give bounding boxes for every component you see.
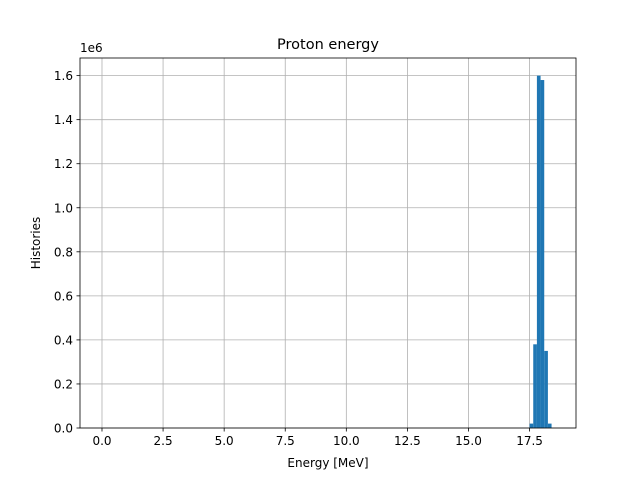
x-tick-label: 17.5: [516, 434, 543, 448]
histogram-bar: [536, 75, 541, 428]
plot-frame: [79, 57, 577, 429]
x-tick-label: 12.5: [394, 434, 421, 448]
y-tick-label: 1.4: [54, 113, 73, 127]
x-tick-label: 10.0: [333, 434, 360, 448]
grid-lines: [80, 58, 576, 429]
histogram-bars: [529, 75, 552, 429]
x-tick-label: 2.5: [154, 434, 173, 448]
histogram-bar: [547, 423, 552, 428]
histogram-bar: [540, 80, 545, 429]
x-tick-label: 5.0: [215, 434, 234, 448]
x-axis: 0.0 2.5 5.0 7.5 10.0 12.5 15.0 17.5: [92, 428, 543, 448]
y-tick-label: 0.4: [54, 333, 73, 347]
y-tick-label: 0.0: [54, 422, 73, 436]
y-offset-label: 1e6: [80, 41, 103, 55]
y-axis-label: Histories: [29, 217, 43, 270]
chart-title: Proton energy: [277, 37, 379, 53]
y-axis: 0.0 0.2 0.4 0.6 0.8 1.0 1.2 1.4 1.6: [54, 69, 80, 436]
histogram-bar: [544, 350, 548, 428]
histogram-bar: [533, 344, 537, 428]
y-tick-label: 1.6: [54, 69, 73, 83]
x-axis-label: Energy [MeV]: [287, 456, 368, 470]
x-tick-label: 7.5: [276, 434, 295, 448]
y-tick-label: 0.6: [54, 289, 73, 303]
y-tick-label: 1.2: [54, 157, 73, 171]
y-tick-label: 0.2: [54, 377, 73, 391]
x-tick-label: 15.0: [455, 434, 482, 448]
y-tick-label: 0.8: [54, 245, 73, 259]
histogram-bar: [529, 423, 534, 428]
x-tick-label: 0.0: [92, 434, 111, 448]
y-tick-label: 1.0: [54, 201, 73, 215]
